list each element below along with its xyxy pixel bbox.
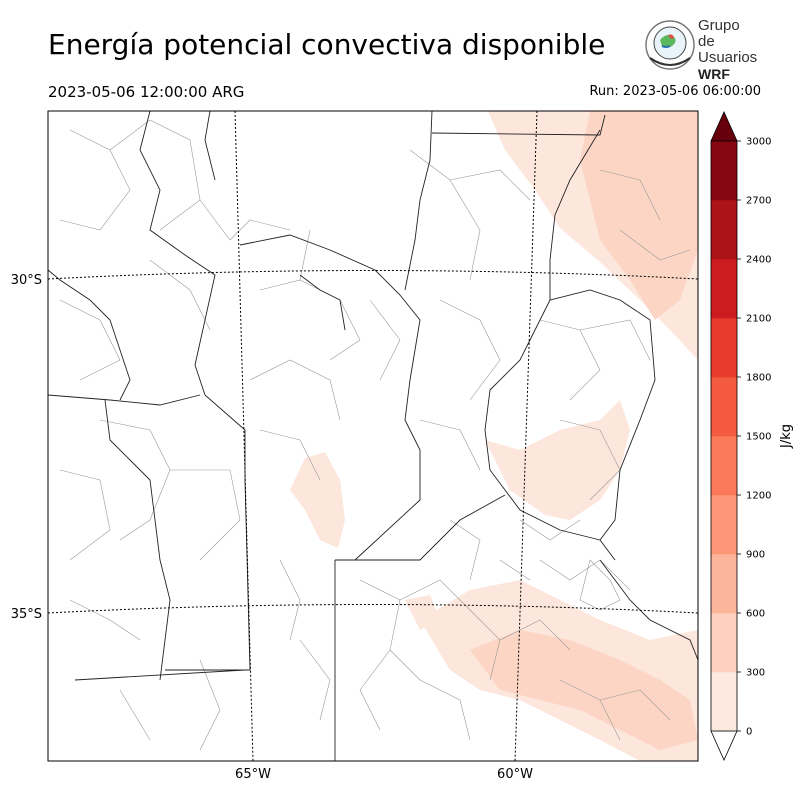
border-line-2 [48, 394, 201, 406]
colorbar-segment [711, 672, 737, 732]
colorbar-segment [711, 554, 737, 614]
border-line-7 [484, 299, 601, 541]
colorbar-under-arrow [710, 730, 738, 761]
logo-line-1: Grupo de [698, 17, 740, 50]
lat-label-35s: 35°S [11, 607, 42, 622]
border-line-14 [299, 274, 346, 331]
cape-area-center [290, 452, 345, 548]
cape-area-east [485, 400, 630, 520]
department-borders [59, 119, 691, 751]
meridian-65w [234, 111, 254, 761]
colorbar-over-arrow [710, 111, 738, 142]
map-panel: 30°S 35°S 65°W 60°W [11, 110, 699, 782]
border-line-6 [549, 129, 656, 561]
logo-line-3: WRF [698, 66, 730, 82]
colorbar-tick-label: 1500 [746, 432, 771, 443]
cape-area-southwest [405, 595, 440, 630]
colorbar-tick-label: 900 [746, 550, 765, 561]
meridian-60w [514, 111, 538, 761]
wrf-logo: Grupo de Usuarios WRF [640, 18, 758, 82]
colorbar-tick-label: 300 [746, 668, 765, 679]
border-line-11 [48, 269, 131, 401]
colorbar-segment [711, 200, 737, 260]
graticule [48, 111, 698, 761]
colorbar-frame [710, 140, 738, 732]
run-time: Run: 2023-05-06 06:00:00 [589, 84, 761, 99]
colorbar-tick-label: 0 [746, 727, 752, 738]
valid-time: 2023-05-06 12:00:00 ARG [48, 83, 245, 101]
colorbar-label: J/kg [779, 424, 794, 449]
border-line-9 [74, 669, 246, 681]
colorbar-segment [711, 318, 737, 378]
logo-text: Grupo de Usuarios WRF [698, 17, 758, 83]
border-line-4 [404, 111, 433, 291]
colorbar: 0 300 600 900 1200 1500 1800 2100 2400 2700 3000 J… [710, 111, 794, 761]
department-lines [59, 119, 691, 751]
colorbar-tick-label: 3000 [746, 137, 771, 148]
map-frame [47, 110, 699, 762]
lat-label-30s: 30°S [11, 273, 42, 288]
cape-shading [290, 111, 698, 761]
border-line-10 [335, 494, 506, 561]
globe-logo-icon [645, 20, 695, 70]
lon-label-65w: 65°W [235, 767, 271, 782]
parallel-30s [48, 270, 698, 280]
lon-label-60w: 60°W [497, 767, 533, 782]
parallel-35s [48, 604, 698, 614]
colorbar-segment [711, 495, 737, 555]
colorbar-segment [711, 613, 737, 673]
colorbar-tick-label: 2700 [746, 196, 771, 207]
colorbar-tick-label: 1800 [746, 373, 771, 384]
logo-line-2: Usuarios [698, 49, 758, 66]
colorbar-tick-label: 2100 [746, 314, 771, 325]
colorbar-segment [711, 141, 737, 201]
colorbar-segment [711, 259, 737, 319]
border-line-5 [431, 114, 606, 136]
colorbar-tick-label: 1200 [746, 491, 771, 502]
colorbar-segment [711, 436, 737, 496]
border-line-3 [239, 234, 421, 561]
colorbar-tick-label: 2400 [746, 255, 771, 266]
cape-area-northeast-core [580, 111, 698, 320]
cape-area-southeast-core [470, 630, 698, 750]
colorbar-segment [711, 377, 737, 437]
border-line-12 [104, 399, 171, 681]
border-line-13 [204, 111, 216, 181]
colorbar-tick-label: 600 [746, 609, 765, 620]
map-title: Energía potencial convectiva disponible [48, 28, 606, 61]
